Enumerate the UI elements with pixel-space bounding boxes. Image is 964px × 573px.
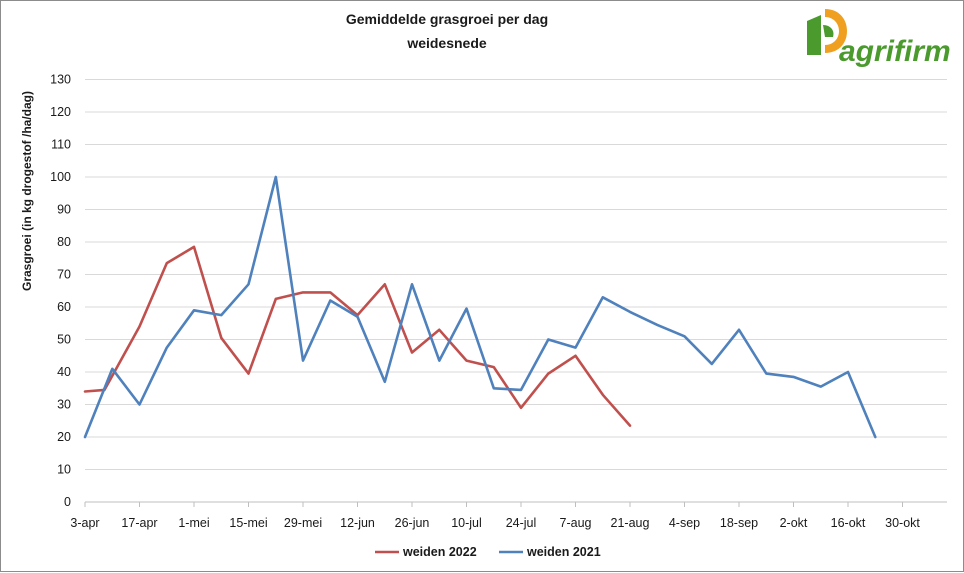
y-tick-label: 0 xyxy=(64,495,71,509)
y-tick-label: 20 xyxy=(57,430,71,444)
x-tick-label: 4-sep xyxy=(669,516,700,530)
agrifirm-mark-icon xyxy=(807,9,847,55)
x-tick-label: 10-jul xyxy=(451,516,482,530)
series-line-weiden-2022 xyxy=(83,245,632,427)
series-line-weiden-2021 xyxy=(83,175,877,439)
chart-title-line-2: weidesnede xyxy=(406,35,487,51)
y-tick-label: 90 xyxy=(57,203,71,217)
y-tick-label: 70 xyxy=(57,268,71,282)
x-tick-label: 17-apr xyxy=(121,516,157,530)
y-tick-label: 60 xyxy=(57,300,71,314)
y-tick-label: 100 xyxy=(50,170,71,184)
legend-label: weiden 2021 xyxy=(526,545,601,559)
y-axis-tick-labels: 0 10 20 30 40 50 60 70 80 90 100 110 120 130 xyxy=(50,73,71,510)
x-tick-label: 26-jun xyxy=(395,516,430,530)
agrifirm-logo: agrifirm xyxy=(807,9,951,68)
legend: weiden 2022 weiden 2021 xyxy=(375,545,601,559)
chart-title-line-1: Gemiddelde grasgroei per dag xyxy=(346,11,548,27)
y-axis-title: Grasgroei (in kg drogestof /ha/dag) xyxy=(20,91,34,291)
y-tick-label: 50 xyxy=(57,333,71,347)
x-tick-label: 1-mei xyxy=(178,516,209,530)
x-axis-tick-labels: 3-apr 17-apr 1-mei 15-mei 29-mei 12-jun 26-jun… xyxy=(70,502,920,530)
series-lines xyxy=(83,175,877,439)
y-tick-label: 80 xyxy=(57,235,71,249)
y-tick-label: 10 xyxy=(57,463,71,477)
x-tick-label: 16-okt xyxy=(831,516,866,530)
x-tick-label: 3-apr xyxy=(70,516,99,530)
agrifirm-wordmark: agrifirm xyxy=(839,35,951,68)
legend-label: weiden 2022 xyxy=(402,545,477,559)
x-tick-label: 30-okt xyxy=(885,516,920,530)
x-tick-label: 15-mei xyxy=(229,516,267,530)
y-tick-label: 130 xyxy=(50,73,71,87)
x-tick-label: 29-mei xyxy=(284,516,322,530)
x-tick-label: 24-jul xyxy=(506,516,537,530)
x-tick-label: 21-aug xyxy=(611,516,650,530)
x-tick-label: 7-aug xyxy=(560,516,592,530)
y-tick-label: 30 xyxy=(57,398,71,412)
gridlines xyxy=(85,79,947,503)
y-tick-label: 40 xyxy=(57,365,71,379)
x-tick-label: 18-sep xyxy=(720,516,758,530)
y-tick-label: 120 xyxy=(50,105,71,119)
x-tick-label: 2-okt xyxy=(780,516,808,530)
x-tick-label: 12-jun xyxy=(340,516,375,530)
y-tick-label: 110 xyxy=(51,138,71,152)
